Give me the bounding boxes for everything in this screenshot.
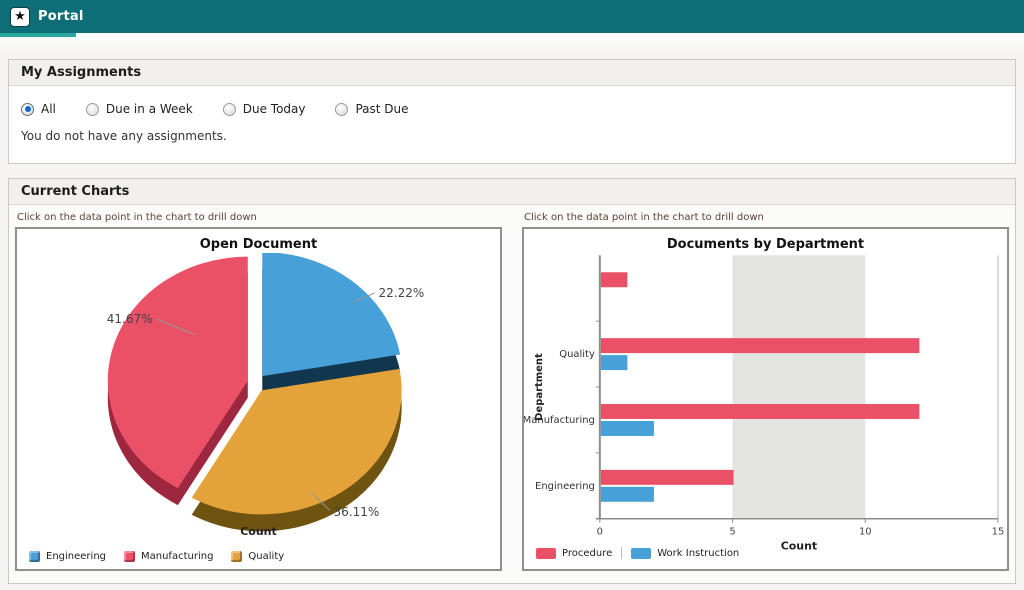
pie-drill-hint: Click on the data point in the chart to …: [17, 212, 257, 223]
pie-percent-label-manufacturing: 41.67%: [107, 312, 153, 326]
my-assignments-body: All Due in a Week Due Today Past Due You do…: [9, 86, 1015, 163]
legend-label: Manufacturing: [141, 551, 214, 562]
x-tick-label-10: 10: [859, 527, 872, 538]
grid-band: [732, 255, 866, 519]
procedure-swatch-icon: [536, 547, 556, 559]
radio-button-icon: [222, 102, 236, 116]
legend-label: Quality: [248, 551, 285, 562]
engineering-cube-icon: [29, 551, 40, 562]
pie-slice-engineering[interactable]: [262, 253, 401, 377]
legend-label: Work Instruction: [657, 547, 740, 559]
work-instruction-swatch-icon: [631, 547, 652, 559]
bar-work-instruction-manufacturing[interactable]: [600, 420, 654, 436]
x-tick-label-15: 15: [992, 527, 1005, 538]
bar-procedure-manufacturing[interactable]: [600, 403, 920, 419]
empty-assignments-message: You do not have any assignments.: [21, 129, 227, 143]
radio-label: All: [41, 102, 56, 116]
current-charts-panel: Current Charts Click on the data point i…: [8, 178, 1016, 584]
pie-slice-manufacturing[interactable]: [107, 256, 248, 489]
pie-percent-label-quality: 36.11%: [334, 505, 380, 519]
radio-button-icon: [335, 102, 349, 116]
pie-slice-quality[interactable]: [191, 368, 402, 515]
filter-radio-all[interactable]: All: [21, 102, 56, 116]
filter-radio-due-in-a-week[interactable]: Due in a Week: [85, 102, 193, 116]
bar-drill-hint: Click on the data point in the chart to …: [524, 212, 764, 223]
pie-chart-column: Click on the data point in the chart to …: [15, 209, 502, 571]
legend-label: Procedure: [562, 547, 613, 559]
tab-portal[interactable]: ★ Portal: [10, 6, 84, 27]
pie-percent-label-engineering: 22.22%: [379, 286, 425, 300]
radio-button-icon: [21, 102, 34, 116]
bar-legend: Procedure Work Instruction: [536, 547, 739, 559]
category-label-quality: Quality: [559, 349, 595, 360]
bar-chart-box: Documents by Department Quality Manufactu…: [522, 227, 1009, 571]
pie-chart-title: Open Document: [199, 237, 318, 252]
bar-procedure-quality[interactable]: [600, 338, 920, 354]
current-charts-title: Current Charts: [21, 184, 130, 199]
bar-x-axis-label: Count: [781, 540, 817, 553]
top-navigation-bar: ★ Portal: [0, 0, 1024, 33]
bar-work-instruction-quality[interactable]: [600, 355, 628, 371]
bar-chart-column: Click on the data point in the chart to …: [522, 209, 1009, 571]
legend-item-procedure: Procedure: [536, 547, 613, 559]
current-charts-body: Click on the data point in the chart to …: [9, 205, 1015, 583]
radio-label: Due Today: [242, 102, 306, 116]
category-label-engineering: Engineering: [535, 481, 595, 492]
my-assignments-panel: My Assignments All Due in a Week Due Today…: [8, 59, 1016, 164]
current-charts-header: Current Charts: [9, 179, 1015, 205]
bar-chart-title: Documents by Department: [666, 237, 865, 252]
bar-chart-svg: Quality Manufacturing Engineering 0 5 10 15 Cou…: [524, 255, 1005, 553]
filter-radio-past-due[interactable]: Past Due: [335, 102, 409, 116]
filter-radio-due-today[interactable]: Due Today: [222, 102, 306, 116]
quality-cube-icon: [231, 551, 243, 562]
pie-label-line-manufacturing: [156, 318, 194, 335]
manufacturing-cube-icon: [124, 551, 135, 562]
bar-procedure-blank[interactable]: [600, 272, 628, 288]
category-label-manufacturing: Manufacturing: [524, 415, 595, 426]
pie-label-line-engineering: [353, 292, 375, 303]
star-icon: ★: [10, 6, 30, 27]
bar-work-instruction-engineering[interactable]: [600, 486, 654, 502]
bar-y-axis-label: Department: [534, 353, 545, 421]
x-tick-label-0: 0: [597, 527, 603, 538]
header-fade: [0, 33, 1024, 55]
legend-divider: [621, 547, 623, 559]
pie-chart-svg: 22.22% 36.11% 41.67%: [107, 253, 425, 532]
legend-label: Engineering: [46, 551, 106, 562]
pie-label-line-quality: [311, 492, 330, 511]
radio-button-icon: [85, 102, 99, 116]
legend-item-engineering: Engineering: [29, 551, 106, 562]
star-glyph: ★: [14, 9, 26, 24]
bar-procedure-engineering[interactable]: [600, 469, 734, 485]
radio-label: Due in a Week: [105, 102, 193, 116]
my-assignments-title: My Assignments: [21, 65, 142, 80]
legend-item-manufacturing: Manufacturing: [124, 551, 213, 562]
legend-item-quality: Quality: [231, 551, 284, 562]
page-content: My Assignments All Due in a Week Due Today…: [0, 59, 1024, 584]
portal-tab-label: Portal: [38, 9, 84, 24]
assignment-filter-radios: All Due in a Week Due Today Past Due: [21, 102, 1003, 116]
pie-chart-box: Open Document 22.22% 36.11% 41.67% Count E…: [15, 227, 502, 571]
my-assignments-header: My Assignments: [9, 60, 1015, 86]
x-tick-label-5: 5: [729, 527, 735, 538]
pie-x-axis-label: Count: [240, 525, 277, 538]
charts-row: Click on the data point in the chart to …: [15, 209, 1009, 571]
pie-legend: Engineering Manufacturing Quality: [29, 551, 284, 562]
legend-item-work-instruction: Work Instruction: [631, 547, 740, 559]
active-tab-underline: [0, 33, 76, 37]
radio-label: Past Due: [355, 102, 409, 116]
